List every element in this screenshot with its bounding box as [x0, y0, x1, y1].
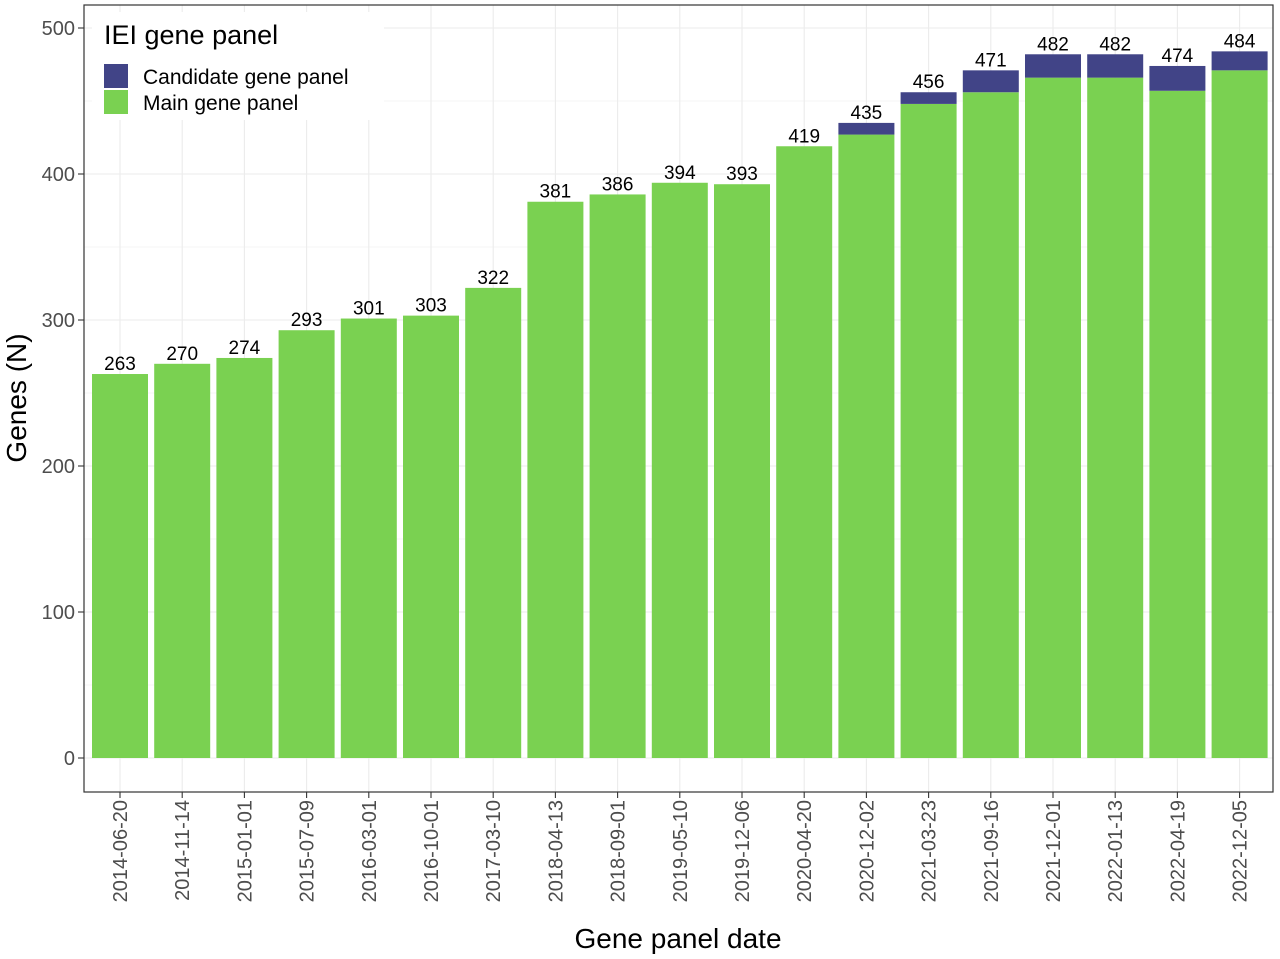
bar-total-label: 394 — [664, 163, 696, 184]
bar-main-gene-panel — [1211, 70, 1268, 759]
bar-total-label: 274 — [229, 338, 261, 359]
bar-main-gene-panel — [900, 103, 957, 759]
bar-candidate-gene-panel — [1211, 51, 1268, 71]
x-tick-label: 2020-12-02 — [856, 800, 878, 902]
y-tick-label: 300 — [42, 310, 75, 332]
y-axis-title: Genes (N) — [1, 333, 32, 462]
x-tick-label: 2019-05-10 — [670, 800, 692, 902]
bar-total-label: 393 — [726, 164, 758, 185]
bar-total-label: 303 — [415, 296, 447, 317]
data-labels: 263 270 274 293 301 303 322 381 386 394 393 419 435 4… — [104, 31, 1256, 375]
bar-total-label: 386 — [602, 174, 634, 195]
legend-label-main: Main gene panel — [143, 92, 298, 115]
bar-main-gene-panel — [589, 194, 646, 758]
y-axis-ticks: 0 100 200 300 400 500 — [42, 18, 84, 770]
bar-main-gene-panel — [1149, 90, 1206, 758]
x-tick-label: 2014-06-20 — [110, 800, 132, 902]
legend-swatch-main — [104, 90, 128, 114]
x-axis-ticks: 2014-06-20 2014-11-14 2015-01-01 2015-07-09… — [110, 792, 1252, 902]
x-tick-label: 2015-07-09 — [297, 800, 319, 902]
x-tick-label: 2022-01-13 — [1105, 800, 1127, 902]
bar-main-gene-panel — [527, 201, 584, 759]
bar-main-gene-panel — [278, 330, 335, 758]
x-tick-label: 2020-04-20 — [794, 800, 816, 902]
bar-main-gene-panel — [92, 374, 148, 758]
bar-main-gene-panel — [776, 146, 833, 758]
bar-total-label: 381 — [540, 182, 572, 203]
y-tick-label: 0 — [64, 748, 75, 770]
x-tick-label: 2014-11-14 — [172, 800, 194, 901]
bar-total-label: 293 — [291, 310, 323, 331]
bar-main-gene-panel — [154, 363, 211, 758]
x-axis-title: Gene panel date — [574, 923, 781, 954]
y-tick-label: 500 — [42, 18, 75, 40]
x-tick-label: 2019-12-06 — [732, 800, 754, 902]
bar-candidate-gene-panel — [900, 92, 957, 104]
legend-title: IEI gene panel — [104, 20, 278, 50]
bar-main-gene-panel — [465, 287, 522, 758]
x-tick-label: 2022-04-19 — [1167, 800, 1189, 902]
legend: IEI gene panel Candidate gene panel Main… — [92, 12, 384, 120]
bar-main-gene-panel — [962, 92, 1019, 759]
bar-main-gene-panel — [340, 318, 397, 758]
bar-total-label: 263 — [104, 354, 136, 375]
bar-main-gene-panel — [216, 357, 273, 758]
bar-main-gene-panel — [651, 182, 708, 758]
bar-total-label: 474 — [1162, 46, 1194, 67]
bars — [92, 51, 1268, 759]
y-tick-label: 200 — [42, 456, 75, 478]
bar-candidate-gene-panel — [838, 122, 895, 135]
bar-main-gene-panel — [1087, 77, 1144, 758]
bar-total-label: 484 — [1224, 31, 1256, 52]
x-tick-label: 2018-04-13 — [545, 800, 567, 902]
bar-total-label: 471 — [975, 50, 1007, 71]
bar-total-label: 482 — [1037, 34, 1069, 55]
bar-main-gene-panel — [1025, 77, 1081, 758]
legend-swatch-candidate — [104, 64, 128, 88]
bar-main-gene-panel — [714, 184, 770, 759]
legend-background — [92, 12, 384, 120]
bar-total-label: 482 — [1099, 34, 1131, 55]
bar-candidate-gene-panel — [1025, 54, 1081, 78]
bar-total-label: 435 — [851, 103, 883, 124]
bar-total-label: 322 — [477, 268, 509, 289]
x-tick-label: 2021-09-16 — [981, 800, 1003, 902]
x-tick-label: 2021-12-01 — [1043, 800, 1065, 902]
bar-candidate-gene-panel — [1087, 54, 1144, 78]
legend-label-candidate: Candidate gene panel — [143, 66, 349, 89]
x-tick-label: 2021-03-23 — [919, 800, 941, 902]
bar-candidate-gene-panel — [1149, 65, 1206, 91]
x-tick-label: 2015-01-01 — [234, 800, 256, 902]
plot-border — [83, 4, 1274, 793]
y-tick-label: 100 — [42, 602, 75, 624]
bar-total-label: 456 — [913, 72, 945, 93]
x-tick-label: 2022-12-05 — [1230, 800, 1252, 902]
bar-main-gene-panel — [838, 134, 895, 758]
x-tick-label: 2016-03-01 — [359, 800, 381, 902]
x-tick-label: 2016-10-01 — [421, 800, 443, 902]
bar-total-label: 301 — [353, 299, 385, 320]
bar-candidate-gene-panel — [962, 70, 1019, 93]
bar-main-gene-panel — [403, 315, 459, 758]
y-tick-label: 400 — [42, 164, 75, 186]
x-tick-label: 2018-09-01 — [608, 800, 630, 902]
bar-total-label: 270 — [166, 344, 198, 365]
x-tick-label: 2017-03-10 — [483, 800, 505, 902]
bar-total-label: 419 — [788, 126, 820, 147]
